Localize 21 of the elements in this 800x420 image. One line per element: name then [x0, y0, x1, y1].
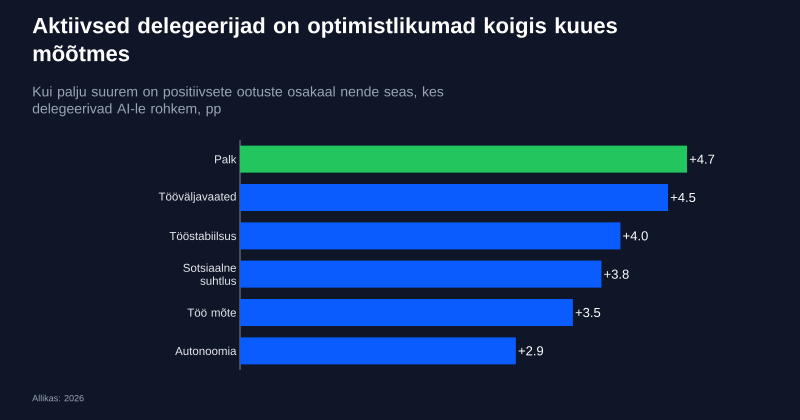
y-tick-label: Sotsiaalne suhtlus	[183, 263, 236, 285]
data-label: +3.8	[604, 270, 629, 279]
bar	[240, 146, 688, 173]
data-label: +4.5	[670, 192, 696, 202]
data-label: +3.5	[576, 308, 600, 318]
data-label: +4.0	[623, 231, 648, 240]
data-label: +4.7	[690, 154, 714, 164]
y-tick-label: Tööväljavaated	[158, 192, 236, 203]
y-tick-label: Palk	[215, 154, 236, 164]
bar	[240, 184, 668, 212]
chart-title: Aktiivsed delegeerijad on optimistlikumad koigis kuues mõõtmes	[32, 17, 617, 62]
y-tick-label: Autonoomia	[175, 346, 236, 356]
text: Allikas: 2026	[32, 394, 84, 402]
y-tick-label: Tööstabiilsus	[170, 232, 236, 240]
bar	[240, 260, 602, 288]
bar	[240, 299, 573, 326]
data-label: +2.9	[518, 346, 544, 356]
bar	[240, 337, 516, 364]
y-tick-label: Töö mõte	[188, 308, 236, 317]
chart-subtitle: Kui palju suurem on positiivsete ootuste osakaal nende seas, kes delegeerivad AI-le rohkem, pp	[32, 86, 444, 116]
bar	[240, 222, 620, 250]
